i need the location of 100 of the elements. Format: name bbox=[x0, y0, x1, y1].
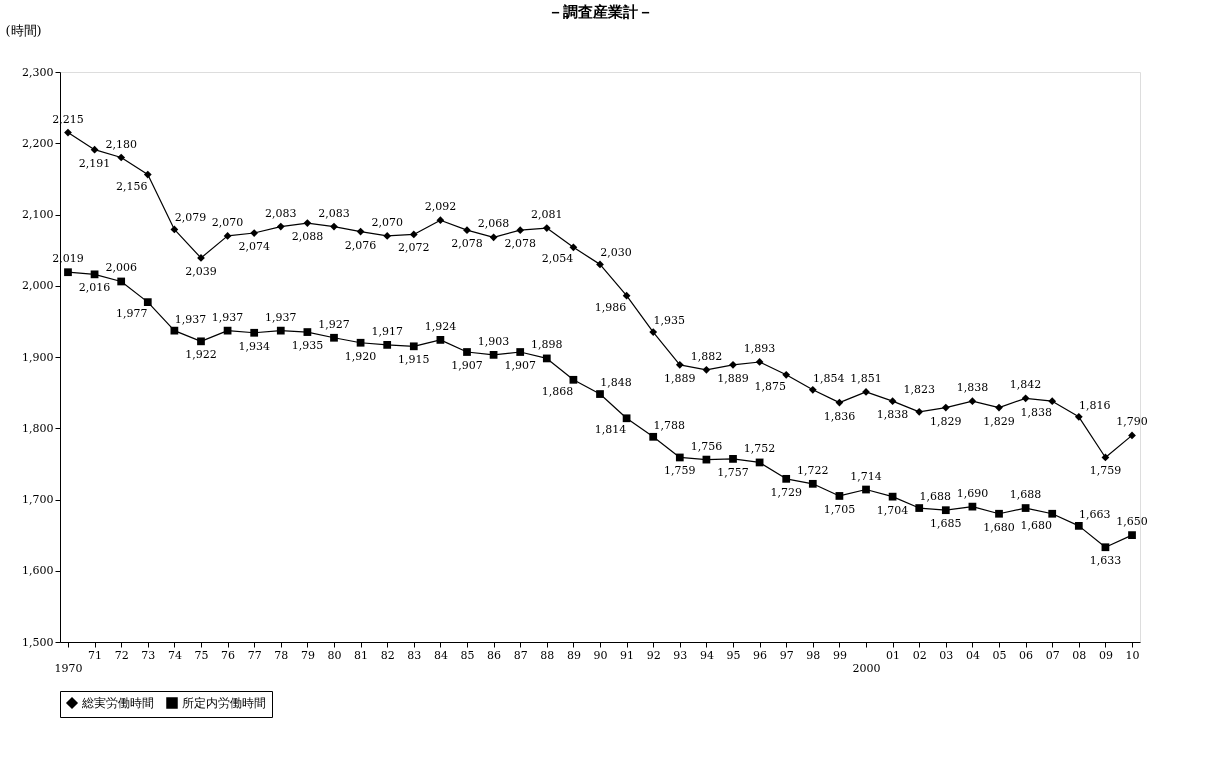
point bbox=[915, 407, 924, 416]
point bbox=[516, 226, 525, 235]
legend-label: 総実労働時間 bbox=[81, 696, 154, 710]
data-label: 2,054 bbox=[541, 252, 574, 266]
data-label: 1,759 bbox=[664, 464, 696, 478]
data-label: 2,072 bbox=[398, 241, 430, 255]
data-label: 1,685 bbox=[930, 517, 962, 531]
x-tick-label: 73 bbox=[141, 648, 156, 662]
point bbox=[436, 216, 445, 225]
data-label: 2,180 bbox=[105, 137, 137, 151]
data-label: 2,079 bbox=[174, 211, 207, 225]
data-label: 2,076 bbox=[344, 238, 377, 252]
y-tick-label: 1,600 bbox=[22, 564, 54, 578]
point bbox=[1074, 521, 1083, 530]
data-label: 1,704 bbox=[876, 503, 909, 517]
y-tick-label: 1,900 bbox=[22, 350, 54, 364]
x-tick-label: 09 bbox=[1098, 648, 1113, 662]
x-tick-label: 86 bbox=[487, 648, 502, 662]
data-label: 1,722 bbox=[797, 463, 829, 477]
data-label: 1,688 bbox=[919, 490, 951, 504]
point bbox=[915, 504, 924, 512]
point bbox=[675, 360, 684, 369]
point bbox=[808, 479, 817, 488]
x-tick-label: 88 bbox=[540, 648, 555, 662]
data-label: 1,788 bbox=[653, 418, 685, 432]
data-label: 1,920 bbox=[344, 349, 377, 363]
point bbox=[1021, 504, 1030, 512]
data-label: 1,816 bbox=[1079, 398, 1111, 412]
data-label: 1,842 bbox=[1009, 378, 1042, 392]
data-label: 1,915 bbox=[398, 353, 430, 367]
point bbox=[622, 291, 631, 300]
point bbox=[409, 342, 418, 351]
y-axis-title: (時間) bbox=[5, 22, 42, 38]
data-label: 1,917 bbox=[371, 324, 403, 338]
data-label: 1,729 bbox=[770, 485, 802, 499]
x-tick-label: 06 bbox=[1019, 648, 1034, 662]
data-label: 1,680 bbox=[983, 520, 1015, 534]
point bbox=[542, 354, 551, 363]
x-tick-label: 2000 bbox=[852, 661, 881, 675]
data-label: 2,068 bbox=[477, 217, 510, 231]
data-label: 1,898 bbox=[531, 338, 563, 352]
data-label: 1,650 bbox=[1116, 515, 1148, 529]
point bbox=[64, 128, 72, 137]
y-tick-label: 2,100 bbox=[22, 208, 54, 221]
data-label: 1,927 bbox=[318, 317, 350, 331]
point bbox=[90, 145, 99, 154]
point bbox=[569, 375, 578, 384]
point bbox=[223, 232, 232, 240]
x-tick-label: 84 bbox=[433, 648, 448, 662]
point bbox=[755, 358, 764, 366]
point bbox=[90, 270, 99, 279]
point bbox=[489, 233, 498, 242]
point bbox=[729, 360, 737, 369]
x-tick-label: 87 bbox=[513, 648, 528, 662]
data-label: 1,790 bbox=[1116, 415, 1148, 429]
point bbox=[1021, 394, 1030, 403]
data-label: 1,714 bbox=[850, 469, 882, 483]
point bbox=[463, 348, 471, 356]
point bbox=[1101, 453, 1110, 462]
x-tick-label: 01 bbox=[886, 648, 901, 662]
data-label: 1,823 bbox=[903, 382, 935, 396]
data-label: 1,757 bbox=[717, 465, 749, 479]
point bbox=[170, 326, 179, 335]
data-label: 1,924 bbox=[424, 319, 457, 333]
x-tick-label: 1970 bbox=[54, 661, 83, 675]
data-label: 2,083 bbox=[318, 206, 350, 220]
data-label: 2,088 bbox=[291, 230, 324, 244]
x-tick-label: 93 bbox=[673, 648, 688, 662]
data-label: 1,838 bbox=[876, 408, 909, 422]
data-label: 2,191 bbox=[78, 156, 111, 170]
point bbox=[303, 219, 312, 227]
data-label: 2,083 bbox=[265, 206, 297, 220]
data-label: 1,838 bbox=[1020, 406, 1052, 420]
x-tick-label: 83 bbox=[407, 648, 422, 662]
data-label: 1,854 bbox=[813, 371, 845, 385]
point bbox=[303, 328, 312, 336]
data-label: 1,882 bbox=[690, 349, 723, 363]
data-label: 1,937 bbox=[174, 312, 207, 326]
data-label: 1,690 bbox=[956, 486, 989, 500]
data-label: 1,814 bbox=[594, 423, 627, 437]
x-tick-label: 78 bbox=[274, 648, 289, 662]
x-tick-label: 07 bbox=[1045, 648, 1060, 662]
point bbox=[170, 225, 179, 234]
data-label: 1,868 bbox=[541, 384, 574, 398]
x-tick-label: 80 bbox=[327, 648, 342, 662]
point bbox=[1101, 543, 1110, 552]
data-label: 1,907 bbox=[451, 359, 483, 373]
x-tick-label: 76 bbox=[221, 648, 236, 662]
data-label: 2,016 bbox=[78, 281, 111, 295]
data-label: 1,889 bbox=[664, 371, 696, 385]
point bbox=[995, 403, 1003, 412]
point bbox=[117, 277, 126, 286]
point bbox=[143, 298, 152, 307]
point bbox=[276, 222, 285, 231]
chart-title: －調査産業計－ bbox=[547, 3, 653, 21]
point bbox=[835, 398, 844, 407]
point bbox=[1128, 531, 1136, 539]
point bbox=[888, 397, 897, 406]
point bbox=[143, 170, 152, 179]
y-tick-label: 1,700 bbox=[22, 493, 54, 506]
